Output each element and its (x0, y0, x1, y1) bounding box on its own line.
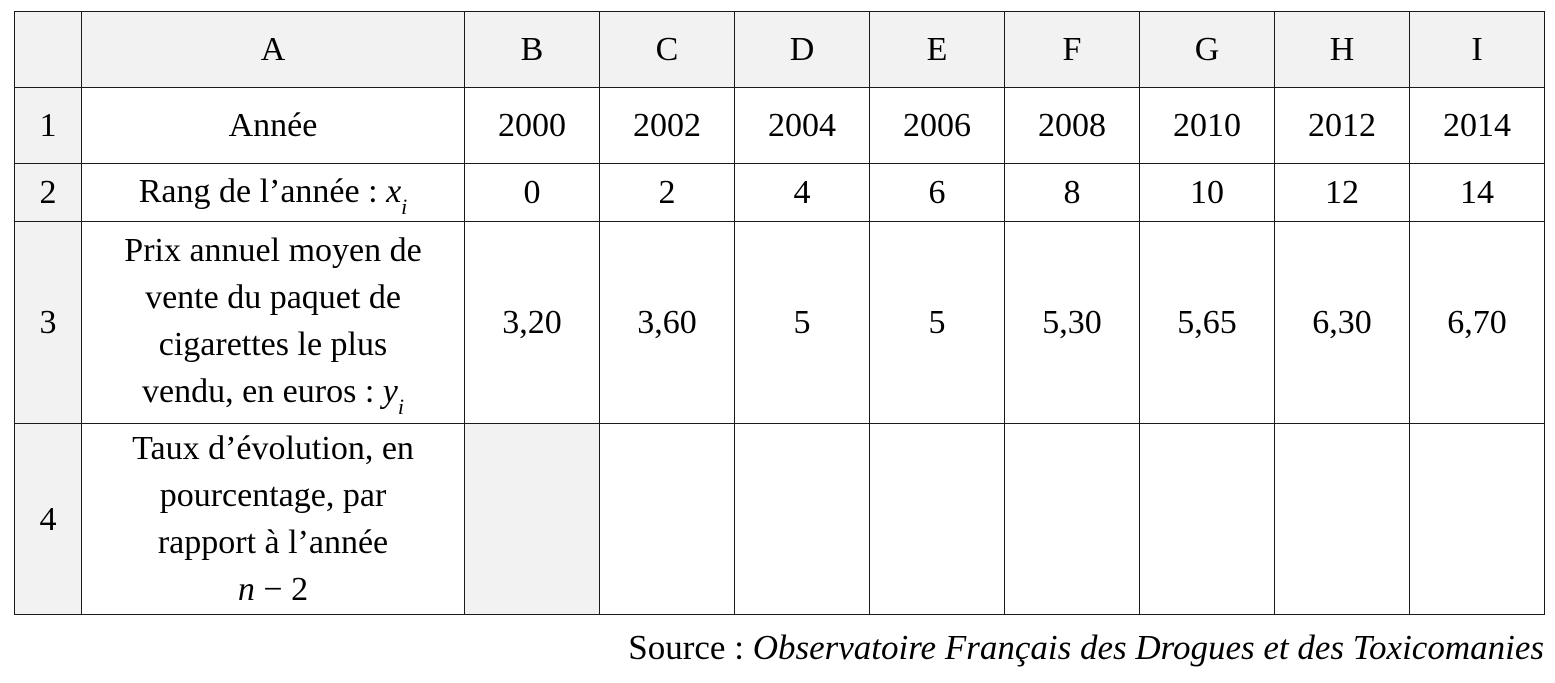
column-header: C (599, 11, 735, 88)
table-cell: 12 (1274, 163, 1410, 222)
table-cell: 2002 (599, 87, 735, 164)
column-header: H (1274, 11, 1410, 88)
table-cell: 2006 (869, 87, 1005, 164)
column-header: I (1409, 11, 1545, 88)
table-cell: 5 (734, 221, 870, 424)
table-cell: 6,30 (1274, 221, 1410, 424)
table-cell-empty (734, 423, 870, 615)
variable-x: x (386, 172, 402, 210)
table-cell: 0 (464, 163, 600, 222)
source-title: Observatoire Français des Drogues et des… (752, 628, 1544, 667)
row-number: 4 (14, 423, 82, 615)
row-label: Taux d’évolution, en pourcentage, par ra… (81, 423, 465, 615)
table-row: 4 Taux d’évolution, en pourcentage, par … (14, 423, 1545, 615)
column-header-row: A B C D E F G H I (14, 11, 1545, 88)
row-label: Année (81, 87, 465, 164)
row-label-text: Rang de l’année : (138, 172, 378, 210)
row-label: Rang de l’année : xi (81, 163, 465, 222)
data-table: A B C D E F G H I 1 Année 2000 2002 2004… (14, 11, 1545, 615)
row-label-line: vente du paquet de (145, 279, 401, 316)
row-label: Prix annuel moyen de vente du paquet de … (81, 221, 465, 424)
variable-subscript: i (401, 193, 408, 219)
table-row: 1 Année 2000 2002 2004 2006 2008 2010 20… (14, 87, 1545, 164)
row-number: 1 (14, 87, 82, 164)
row-label-line: vendu, en euros : yi (142, 373, 404, 419)
table-cell: 10 (1139, 163, 1275, 222)
table-cell-empty (464, 423, 600, 615)
table-cell: 5,65 (1139, 221, 1275, 424)
row-label-line: n − 2 (237, 571, 309, 608)
column-header: A (81, 11, 465, 88)
column-header: F (1004, 11, 1140, 88)
table-cell: 2014 (1409, 87, 1545, 164)
table-cell: 14 (1409, 163, 1545, 222)
source-prefix: Source : (628, 628, 753, 667)
table-cell: 6 (869, 163, 1005, 222)
table-cell: 8 (1004, 163, 1140, 222)
table-cell: 2012 (1274, 87, 1410, 164)
row-number: 3 (14, 221, 82, 424)
table-cell-empty (1004, 423, 1140, 615)
row-label-line: rapport à l’année (157, 524, 389, 561)
table-cell: 2000 (464, 87, 600, 164)
table-row: 2 Rang de l’année : xi 0 2 4 6 8 10 12 1… (14, 163, 1545, 222)
table-cell: 2004 (734, 87, 870, 164)
column-header: D (734, 11, 870, 88)
table-cell-empty (1274, 423, 1410, 615)
table-cell: 2 (599, 163, 735, 222)
corner-cell (14, 11, 82, 88)
table-cell-empty (1409, 423, 1545, 615)
table-row: 3 Prix annuel moyen de vente du paquet d… (14, 221, 1545, 424)
column-header: B (464, 11, 600, 88)
table-cell: 4 (734, 163, 870, 222)
row-label-line: cigarettes le plus (158, 326, 388, 363)
row-label-line: Prix annuel moyen de (124, 232, 422, 269)
table-cell: 6,70 (1409, 221, 1545, 424)
variable-n: n (237, 571, 255, 608)
source-citation: Source : Observatoire Français des Drogu… (628, 628, 1544, 668)
table-cell: 3,60 (599, 221, 735, 424)
row-number: 2 (14, 163, 82, 222)
column-header: G (1139, 11, 1275, 88)
table-cell: 3,20 (464, 221, 600, 424)
table-cell: 5 (869, 221, 1005, 424)
variable-subscript: i (397, 394, 404, 419)
column-header: E (869, 11, 1005, 88)
row-label-line: pourcentage, par (159, 477, 387, 514)
table-cell-empty (599, 423, 735, 615)
table-cell-empty (869, 423, 1005, 615)
table-cell: 5,30 (1004, 221, 1140, 424)
variable-y: y (382, 373, 398, 410)
table-cell-empty (1139, 423, 1275, 615)
row-label-line: Taux d’évolution, en (132, 430, 414, 467)
table-cell: 2010 (1139, 87, 1275, 164)
table-cell: 2008 (1004, 87, 1140, 164)
